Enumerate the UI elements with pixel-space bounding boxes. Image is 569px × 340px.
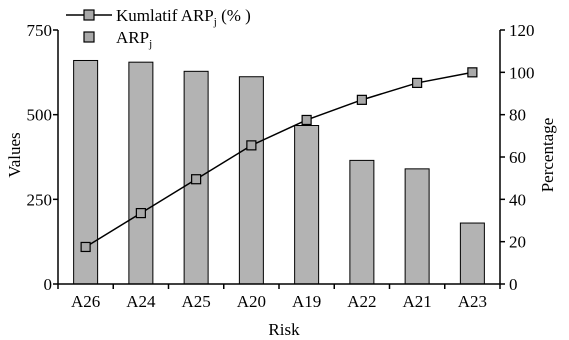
y2-axis-title: Percentage (538, 118, 557, 193)
cumulative-point-A26 (80, 241, 91, 253)
bar-A24 (128, 61, 154, 285)
legend-bar-marker (83, 31, 95, 43)
cumulative-point-A25 (191, 174, 202, 185)
y2-tick-label: 100 (509, 63, 535, 82)
cumulative-point-A21 (412, 77, 423, 89)
bar-A22 (349, 159, 375, 285)
x-tick-label: A23 (458, 292, 487, 311)
cumulative-point-A22 (356, 94, 367, 105)
cumulative-point-A23 (467, 67, 478, 78)
cumulative-line (85, 71, 473, 248)
bar-series (73, 59, 485, 285)
line-series (80, 67, 478, 253)
y-axis-title: Values (5, 132, 24, 177)
x-tick-label: A24 (126, 292, 156, 311)
legend-label-arp: ARPj (116, 28, 152, 50)
x-tick-label: A25 (181, 292, 210, 311)
y2-tick-label: 120 (509, 21, 535, 40)
x-tick-label: A26 (71, 292, 100, 311)
bar-A20 (238, 76, 264, 285)
bar-A21 (404, 168, 430, 285)
x-tick-label: A19 (292, 292, 321, 311)
legend: Kumlatif ARPj (% ) ARPj (66, 6, 251, 50)
y2-tick-label: 20 (509, 233, 526, 252)
y2-tick-label: 0 (509, 275, 518, 294)
y2-tick-label: 60 (509, 148, 526, 167)
x-tick-label: A21 (402, 292, 431, 311)
bar-A23 (459, 222, 485, 285)
y-tick-label: 0 (44, 275, 53, 294)
y-tick-label: 750 (27, 21, 53, 40)
axes: 0 250 500 750 0 20 40 60 80 100 120 A26 A24 A25 A20 A19… (27, 21, 535, 311)
x-axis-title: Risk (268, 320, 300, 339)
bar-A19 (294, 125, 320, 285)
cumulative-point-A20 (246, 140, 257, 151)
cumulative-point-A24 (135, 207, 146, 219)
y2-tick-label: 40 (509, 190, 526, 209)
y-tick-label: 250 (27, 190, 53, 209)
legend-label-cumulative: Kumlatif ARPj (% ) (116, 6, 251, 28)
cumulative-point-A19 (301, 114, 312, 126)
x-tick-label: A20 (237, 292, 266, 311)
y2-tick-label: 80 (509, 106, 526, 125)
legend-line-marker (83, 9, 95, 21)
y-tick-label: 500 (27, 106, 53, 125)
x-tick-label: A22 (347, 292, 376, 311)
